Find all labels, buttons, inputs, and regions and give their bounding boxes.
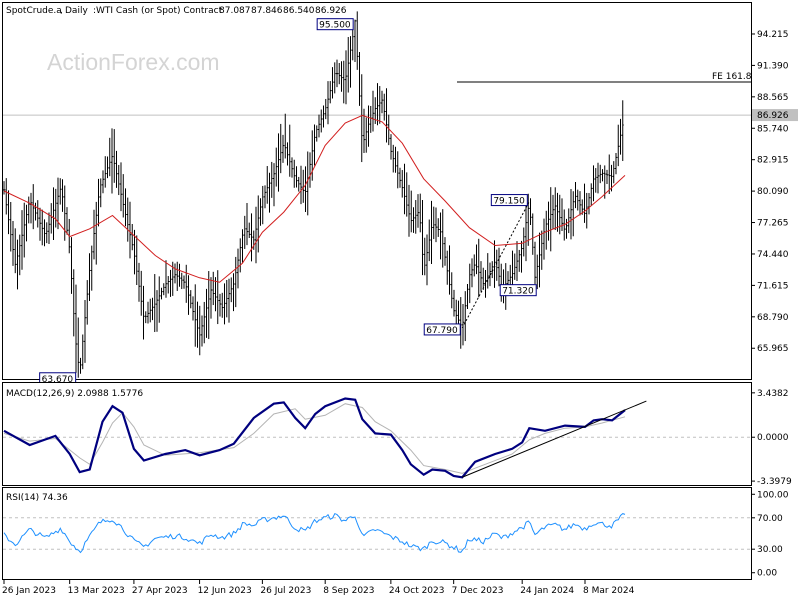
price-annotation-box — [423, 323, 461, 336]
y-tick-label: 88.565 — [757, 93, 789, 103]
moving-average — [3, 114, 626, 283]
header-separator: : — [93, 6, 96, 16]
rsi-tick-label: 100.00 — [757, 490, 789, 500]
current-price-label: 86.926 — [757, 111, 789, 121]
x-tick-label: 13 Mar 2023 — [68, 586, 125, 596]
x-tick-label: 26 Jul 2023 — [260, 586, 311, 596]
timeframe: Daily — [65, 6, 88, 16]
macd-title: MACD(12,26,9) 2.0988 1.5776 — [6, 389, 143, 399]
fe-161-8-label: FE 161.8 — [712, 72, 752, 82]
watermark: ActionForex.com — [47, 49, 220, 75]
time-axis: 26 Jan 2023 13 Mar 2023 27 Apr 2023 12 Jun … — [2, 580, 635, 596]
x-tick-label: 12 Jun 2023 — [198, 586, 252, 596]
y-tick-label: 94.215 — [757, 30, 789, 40]
ohlc-low: 86.540 — [283, 6, 315, 16]
price-axis: 94.215 91.390 88.565 85.740 82.915 80.090 77.2… — [751, 30, 798, 354]
symbol-name: SpotCrude.a — [6, 6, 62, 16]
x-tick-label: 26 Jan 2023 — [2, 586, 56, 596]
y-tick-label: 71.615 — [757, 281, 789, 291]
macd-panel: 3.4382 0.0000 -3.3979 MACD(12,26,9) 2.0988… — [2, 382, 792, 487]
y-tick-label: 77.265 — [757, 219, 789, 229]
macd-tick-label: 0.0000 — [757, 433, 789, 443]
x-tick-label: 24 Oct 2023 — [389, 586, 445, 596]
x-tick-label: 7 Dec 2023 — [452, 586, 504, 596]
moving-average-line — [3, 114, 626, 283]
ohlc-open: 87.087 — [219, 6, 251, 16]
ohlc-high: 87.846 — [251, 6, 283, 16]
y-tick-label: 74.440 — [757, 250, 789, 260]
rsi-tick-label: 70.00 — [757, 514, 783, 524]
chart-header: SpotCrude.a , Daily : WTI Cash (or Spot)… — [6, 6, 347, 16]
price-bars — [3, 11, 624, 378]
price-annotation-label: 63.670 — [42, 375, 74, 385]
y-tick-label: 80.090 — [757, 187, 789, 197]
x-tick-label: 8 Mar 2024 — [583, 586, 635, 596]
macd-main-line — [3, 397, 626, 479]
y-tick-label: 82.915 — [757, 156, 789, 166]
ohlc-close: 86.926 — [315, 6, 347, 16]
price-annotation-label: 67.790 — [426, 326, 458, 336]
y-tick-label: 91.390 — [757, 61, 789, 71]
macd-signal-line — [3, 403, 626, 474]
price-annotation-label: 95.500 — [319, 21, 351, 31]
x-tick-label: 27 Apr 2023 — [132, 586, 188, 596]
rsi-tick-label: 30.00 — [757, 545, 783, 555]
x-tick-label: 24 Jan 2024 — [520, 586, 574, 596]
y-tick-label: 65.965 — [757, 344, 789, 354]
rsi-axis: 100.00 70.00 30.00 0.00 — [751, 490, 789, 579]
header-separator: , — [60, 6, 63, 16]
current-price-tag — [752, 109, 798, 122]
rsi-title: RSI(14) 74.36 — [6, 493, 68, 503]
rsi-levels — [3, 517, 751, 550]
y-tick-label: 68.790 — [757, 313, 789, 323]
macd-tick-label: 3.4382 — [757, 389, 789, 399]
price-annotation-box — [499, 284, 537, 297]
price-annotation-box — [490, 194, 528, 207]
y-tick-label: 85.740 — [757, 124, 789, 134]
price-annotation-box — [316, 18, 354, 31]
instrument-description: WTI Cash (or Spot) Contract — [96, 6, 223, 16]
rsi-panel: 100.00 70.00 30.00 0.00 RSI(14) 74.36 — [2, 487, 789, 580]
macd-axis: 3.4382 0.0000 -3.3979 — [751, 389, 792, 487]
x-tick-label: 8 Sep 2023 — [323, 586, 374, 596]
rsi-line — [3, 512, 626, 554]
price-annotations: 95.500 63.670 67.790 79.150 71.320 — [39, 18, 537, 385]
rsi-line — [3, 512, 626, 554]
price-panel: ActionForex.com FE 161.8 95.500 63.670 67.… — [2, 2, 798, 385]
macd-tick-label: -3.3979 — [757, 477, 792, 487]
rsi-panel-frame — [2, 487, 752, 580]
price-annotation-label: 71.320 — [502, 287, 534, 297]
price-panel-frame — [2, 2, 752, 380]
rsi-tick-label: 0.00 — [757, 569, 777, 579]
price-annotation-label: 79.150 — [493, 197, 525, 207]
macd-lines — [3, 397, 647, 479]
macd-trendline — [462, 400, 647, 478]
